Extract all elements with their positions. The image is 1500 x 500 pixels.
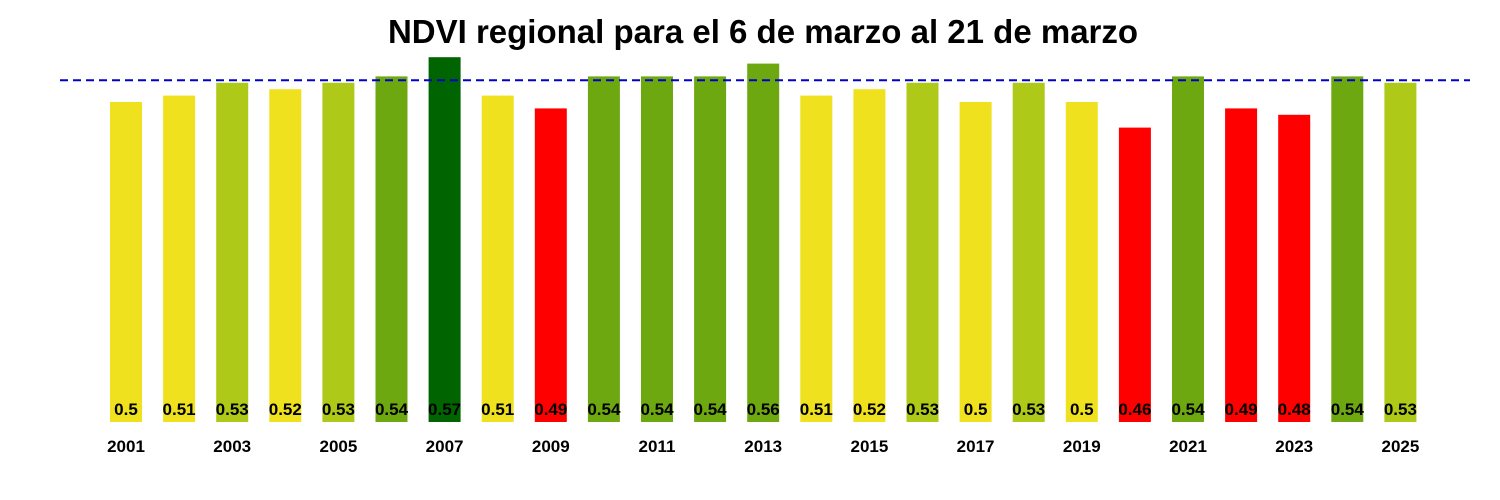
bar-value-label-2014: 0.51	[800, 400, 833, 419]
x-tick-label-2009: 2009	[532, 437, 570, 456]
bar-2019	[1065, 102, 1098, 422]
x-tick-labels-group: 2001 2003 2005 2007 2009 2011 2013 2015 2017 2019…	[107, 437, 1419, 456]
bar-value-label-2024: 0.54	[1331, 400, 1365, 419]
x-tick-label-2007: 2007	[426, 437, 464, 456]
bar-value-label-2010: 0.54	[587, 400, 621, 419]
bar-2010	[587, 76, 620, 423]
bar-2025	[1384, 82, 1417, 423]
bar-2016	[906, 82, 939, 423]
bar-2004	[269, 89, 302, 422]
bar-2009	[534, 108, 567, 423]
bar-2022	[1225, 108, 1258, 423]
bar-value-label-2020: 0.46	[1118, 400, 1151, 419]
x-tick-label-2005: 2005	[319, 437, 357, 456]
bar-value-label-2012: 0.54	[694, 400, 728, 419]
bar-2007	[428, 57, 461, 422]
bar-2012	[694, 76, 727, 423]
bar-2006	[375, 76, 408, 423]
bar-labels-group: 0.5 0.51 0.53 0.52 0.53 0.54 0.57 0.51 0.49 0.54 0…	[114, 400, 1417, 419]
bar-2015	[853, 89, 886, 422]
bar-value-label-2017: 0.5	[964, 400, 988, 419]
bar-value-label-2008: 0.51	[481, 400, 514, 419]
x-tick-label-2003: 2003	[213, 437, 251, 456]
bar-value-label-2023: 0.48	[1278, 400, 1311, 419]
bar-value-label-2021: 0.54	[1171, 400, 1205, 419]
bar-2021	[1172, 76, 1204, 423]
chart-title: NDVI regional para el 6 de marzo al 21 d…	[388, 13, 1138, 50]
bar-2018	[1012, 82, 1045, 423]
bar-2001	[110, 102, 142, 422]
x-tick-label-2025: 2025	[1381, 437, 1419, 456]
bar-value-label-2025: 0.53	[1384, 400, 1417, 419]
bar-value-label-2005: 0.53	[322, 400, 355, 419]
bar-value-label-2002: 0.51	[163, 400, 196, 419]
bar-2013	[747, 63, 780, 422]
x-tick-label-2023: 2023	[1275, 437, 1313, 456]
bar-value-label-2022: 0.49	[1225, 400, 1258, 419]
bar-value-label-2016: 0.53	[906, 400, 939, 419]
bar-value-label-2004: 0.52	[269, 400, 302, 419]
bar-value-label-2015: 0.52	[853, 400, 886, 419]
bar-2020	[1118, 127, 1151, 422]
bar-2017	[959, 102, 992, 422]
bar-2005	[322, 82, 355, 423]
x-tick-label-2013: 2013	[744, 437, 782, 456]
bar-2003	[216, 82, 249, 423]
bar-value-label-2001: 0.5	[114, 400, 138, 419]
bar-value-label-2007: 0.57	[428, 400, 461, 419]
bars-group	[110, 57, 1417, 423]
x-tick-label-2017: 2017	[957, 437, 995, 456]
x-tick-label-2011: 2011	[639, 437, 676, 456]
x-tick-label-2021: 2021	[1169, 437, 1207, 456]
bar-2011	[641, 76, 673, 423]
bar-value-label-2018: 0.53	[1012, 400, 1045, 419]
bar-value-label-2011: 0.54	[640, 400, 674, 419]
bar-value-label-2009: 0.49	[534, 400, 567, 419]
bar-value-label-2006: 0.54	[375, 400, 409, 419]
x-tick-label-2019: 2019	[1063, 437, 1101, 456]
x-tick-label-2015: 2015	[850, 437, 888, 456]
bar-2002	[163, 95, 196, 422]
bar-2014	[800, 95, 833, 422]
bar-value-label-2019: 0.5	[1070, 400, 1094, 419]
x-tick-label-2001: 2001	[107, 437, 145, 456]
bar-value-label-2003: 0.53	[216, 400, 249, 419]
bar-2008	[481, 95, 514, 422]
bar-2023	[1278, 114, 1311, 423]
bar-2024	[1331, 76, 1364, 423]
bar-value-label-2013: 0.56	[747, 400, 780, 419]
